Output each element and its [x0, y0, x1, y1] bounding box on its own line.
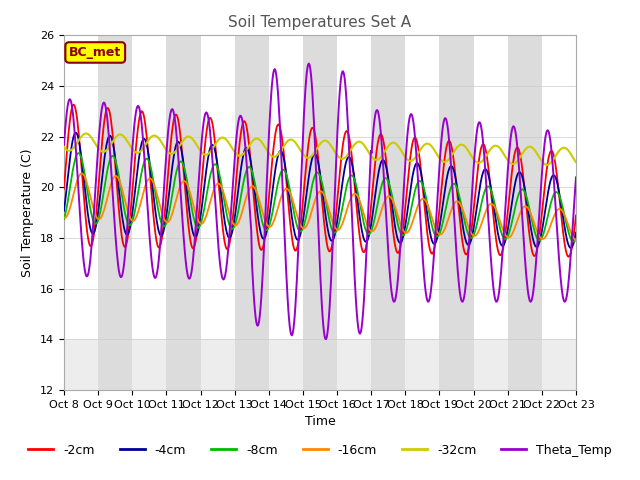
Bar — [235, 36, 269, 390]
Bar — [166, 36, 200, 390]
Bar — [508, 36, 542, 390]
Bar — [98, 36, 132, 390]
Y-axis label: Soil Temperature (C): Soil Temperature (C) — [22, 148, 35, 277]
X-axis label: Time: Time — [305, 415, 335, 428]
Bar — [64, 339, 576, 390]
Title: Soil Temperatures Set A: Soil Temperatures Set A — [228, 15, 412, 30]
Legend: -2cm, -4cm, -8cm, -16cm, -32cm, Theta_Temp: -2cm, -4cm, -8cm, -16cm, -32cm, Theta_Te… — [23, 439, 617, 462]
Bar — [371, 36, 405, 390]
Bar — [440, 36, 474, 390]
Bar — [303, 36, 337, 390]
Text: BC_met: BC_met — [69, 46, 122, 59]
